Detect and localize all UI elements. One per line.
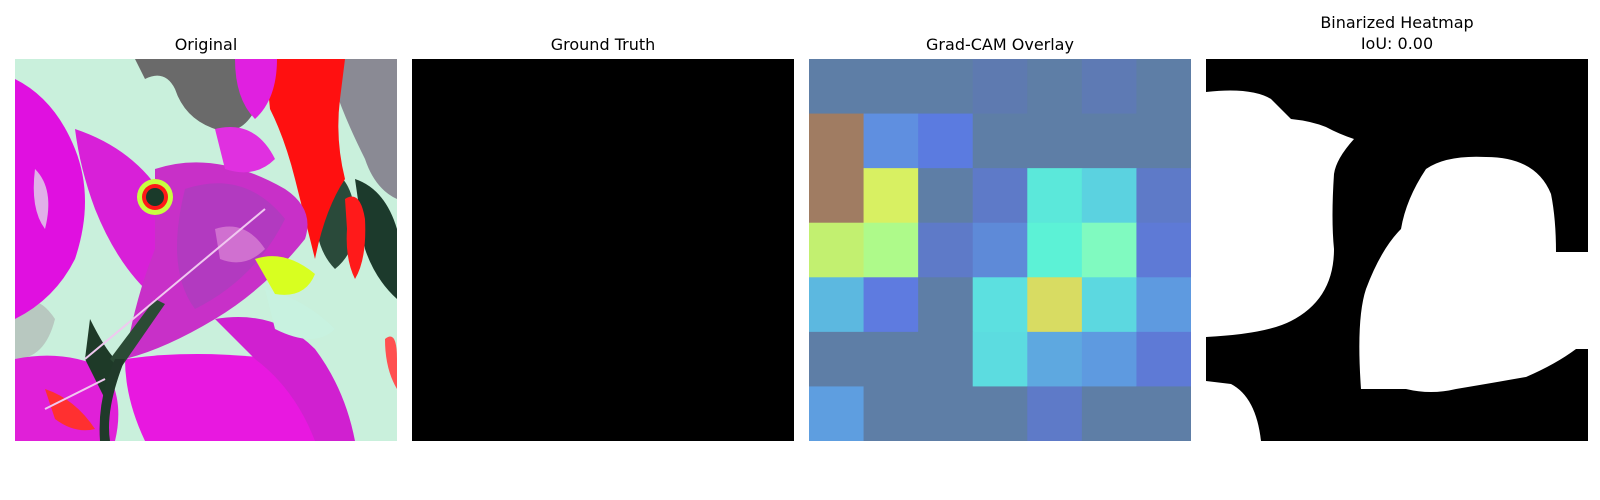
gradcam-cell [1027,386,1083,441]
gradcam-overlay-title: Grad-CAM Overlay [926,35,1074,54]
gradcam-cell [918,113,974,169]
gradcam-cell [1027,277,1083,333]
gradcam-cell [1136,113,1191,169]
gradcam-cell [1027,59,1083,115]
gradcam-cell [863,168,919,224]
iou-score: IoU: 0.00 [1360,34,1434,53]
gradcam-cell [863,331,919,387]
gradcam-cell [809,222,865,278]
gradcam-cell [1081,168,1137,224]
gradcam-cell [1136,386,1191,441]
gradcam-cell [972,168,1028,224]
gradcam-cell [918,277,974,333]
original-title: Original [174,35,238,54]
ground-truth-mask [412,59,794,441]
original-image-drawing [15,59,397,441]
gradcam-cell [863,277,919,333]
gradcam-cell [1081,331,1137,387]
gradcam-cell [809,386,865,441]
gradcam-cell [1136,168,1191,224]
gradcam-cell [1081,222,1137,278]
gradcam-cell [918,59,974,115]
gradcam-cell [809,277,865,333]
gradcam-cell [1027,113,1083,169]
gradcam-cell [1136,331,1191,387]
gradcam-cell [972,277,1028,333]
ground-truth-mask-drawing [412,59,794,441]
gradcam-cell [1081,386,1137,441]
gradcam-cell [809,168,865,224]
gradcam-cell [809,113,865,169]
gradcam-cell [972,386,1028,441]
gradcam-cell [1136,222,1191,278]
gradcam-cell [1027,168,1083,224]
gradcam-grid [809,59,1191,441]
gradcam-cell [809,59,865,115]
gradcam-cell [863,386,919,441]
gradcam-cell [863,59,919,115]
gradcam-cell [1136,59,1191,115]
gradcam-cell [972,222,1028,278]
gradcam-cell [1027,331,1083,387]
gradcam-cell [972,59,1028,115]
gradcam-cell [863,222,919,278]
gradcam-cell [972,331,1028,387]
gradcam-cell [1081,59,1137,115]
gradcam-cell [918,168,974,224]
gradcam-cell [918,386,974,441]
gradcam-cell [1081,277,1137,333]
gradcam-cell [918,222,974,278]
gradcam-cell [809,331,865,387]
ground-truth-title: Ground Truth [550,35,656,54]
binarized-heatmap-title-text: Binarized Heatmap [1320,13,1474,32]
gradcam-overlay-image [809,59,1191,441]
binarized-heatmap-drawing [1206,59,1588,441]
gradcam-cell [1136,277,1191,333]
original-image [15,59,397,441]
gradcam-cell [863,113,919,169]
gradcam-cell [972,113,1028,169]
gradcam-cell [1027,222,1083,278]
gradcam-cell [918,331,974,387]
binarized-heatmap-title: Binarized Heatmap IoU: 0.00 [1197,12,1597,54]
binarized-heatmap-image [1206,59,1588,441]
gradcam-cell [1081,113,1137,169]
